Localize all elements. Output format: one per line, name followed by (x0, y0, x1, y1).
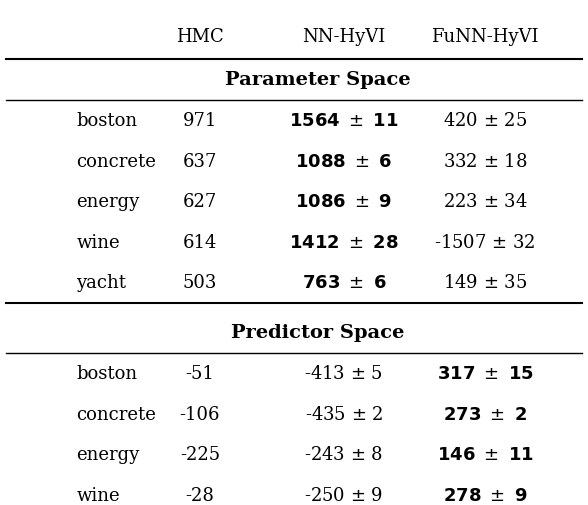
Text: -106: -106 (180, 405, 220, 423)
Text: 149 $\pm$ 35: 149 $\pm$ 35 (443, 274, 527, 292)
Text: Parameter Space: Parameter Space (225, 71, 410, 89)
Text: Predictor Space: Predictor Space (231, 324, 404, 342)
Text: concrete: concrete (76, 405, 156, 423)
Text: -1507 $\pm$ 32: -1507 $\pm$ 32 (435, 233, 536, 251)
Text: -413 $\pm$ 5: -413 $\pm$ 5 (305, 365, 383, 383)
Text: 420 $\pm$ 25: 420 $\pm$ 25 (443, 112, 527, 130)
Text: $\mathbf{1088}\ \pm\ \mathbf{6}$: $\mathbf{1088}\ \pm\ \mathbf{6}$ (295, 153, 393, 171)
Text: wine: wine (76, 233, 120, 251)
Text: 223 $\pm$ 34: 223 $\pm$ 34 (443, 193, 527, 211)
Text: 503: 503 (183, 274, 217, 292)
Text: -243 $\pm$ 8: -243 $\pm$ 8 (305, 445, 383, 464)
Text: $\mathbf{278}\ \pm\ \mathbf{9}$: $\mathbf{278}\ \pm\ \mathbf{9}$ (443, 486, 527, 504)
Text: $\mathbf{146}\ \pm\ \mathbf{11}$: $\mathbf{146}\ \pm\ \mathbf{11}$ (436, 445, 534, 464)
Text: 637: 637 (183, 153, 217, 171)
Text: 971: 971 (183, 112, 217, 130)
Text: FuNN-HyVI: FuNN-HyVI (432, 28, 539, 46)
Text: energy: energy (76, 193, 140, 211)
Text: -250 $\pm$ 9: -250 $\pm$ 9 (305, 486, 383, 504)
Text: 627: 627 (183, 193, 217, 211)
Text: HMC: HMC (176, 28, 224, 46)
Text: $\mathbf{1086}\ \pm\ \mathbf{9}$: $\mathbf{1086}\ \pm\ \mathbf{9}$ (295, 193, 393, 211)
Text: concrete: concrete (76, 153, 156, 171)
Text: -28: -28 (185, 486, 215, 504)
Text: $\mathbf{317}\ \pm\ \mathbf{15}$: $\mathbf{317}\ \pm\ \mathbf{15}$ (436, 365, 534, 383)
Text: NN-HyVI: NN-HyVI (302, 28, 386, 46)
Text: wine: wine (76, 486, 120, 504)
Text: $\mathbf{273}\ \pm\ \mathbf{2}$: $\mathbf{273}\ \pm\ \mathbf{2}$ (443, 405, 527, 423)
Text: boston: boston (76, 112, 138, 130)
Text: energy: energy (76, 445, 140, 464)
Text: -51: -51 (185, 365, 215, 383)
Text: 332 $\pm$ 18: 332 $\pm$ 18 (443, 153, 527, 171)
Text: boston: boston (76, 365, 138, 383)
Text: $\mathbf{1564}\ \pm\ \mathbf{11}$: $\mathbf{1564}\ \pm\ \mathbf{11}$ (289, 112, 399, 130)
Text: -435 $\pm$ 2: -435 $\pm$ 2 (305, 405, 383, 423)
Text: $\mathbf{1412}\ \pm\ \mathbf{28}$: $\mathbf{1412}\ \pm\ \mathbf{28}$ (289, 233, 399, 251)
Text: -225: -225 (180, 445, 220, 464)
Text: yacht: yacht (76, 274, 126, 292)
Text: 614: 614 (183, 233, 217, 251)
Text: $\mathbf{763}\ \pm\ \mathbf{6}$: $\mathbf{763}\ \pm\ \mathbf{6}$ (302, 274, 386, 292)
